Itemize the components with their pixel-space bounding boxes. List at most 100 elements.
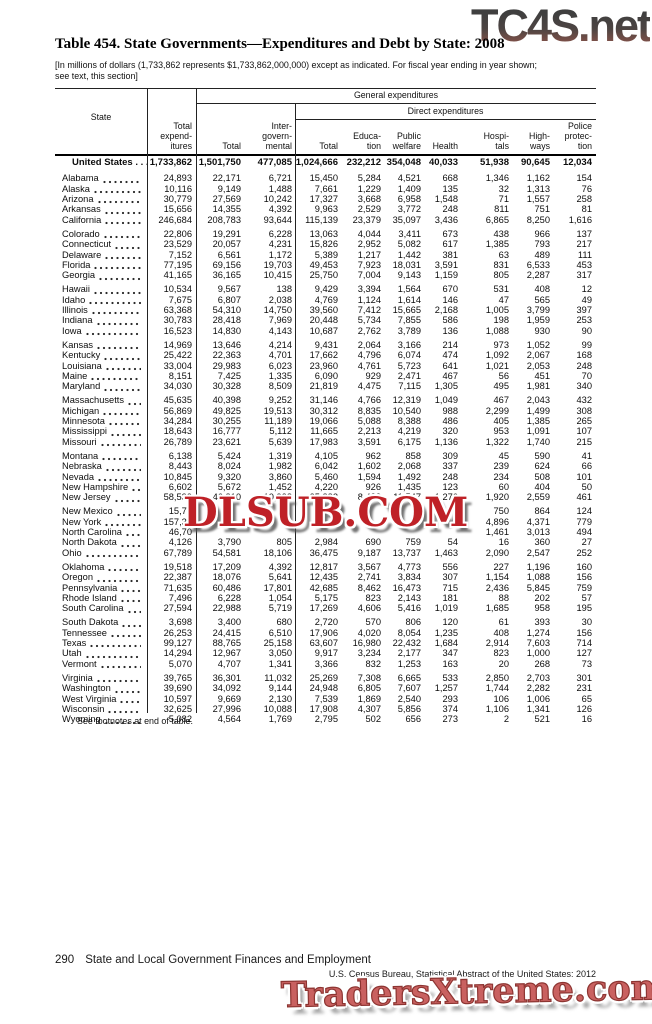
value-cell: 1,733,862 [149,157,192,168]
footer-section-title: State and Local Government Finances and … [85,954,371,966]
column-header-direct-total: Total [319,141,338,151]
table-row: Arkansas 15,656 14,355 4,392 9,963 2,529 3,772… [55,204,596,215]
value-cell: 308 [576,405,592,416]
value-cell: 6,175 [397,436,421,447]
state-name: Rhode Island [62,592,117,603]
value-cell: 2,068 [397,461,421,472]
value-cell: 7,115 [398,381,421,392]
value-cell: 70 [581,370,592,381]
column-header-public-welfare: Public welfare [392,131,421,151]
table-row: Alaska 10,116 9,149 1,488 7,661 1,229 1,409 135… [55,184,596,194]
value-cell: 690 [365,537,381,548]
value-cell: 486 [442,416,458,427]
dot-leader [85,551,141,559]
table-row: Kentucky 25,422 22,363 4,701 17,662 4,796 6,07… [55,350,596,361]
value-cell [384,527,424,537]
value-cell: 107 [576,426,592,437]
value-cell: 1,106 [485,703,509,714]
value-cell: 19,066 [309,416,338,427]
state-name: Vermont [62,658,97,669]
value-cell: 3,400 [217,617,241,628]
value-cell: 4,701 [268,350,292,361]
value-cell: 521 [534,714,550,725]
value-cell: 1,385 [526,416,550,427]
value-cell: 17,801 [263,582,292,593]
state-name: Pennsylvania [62,582,118,593]
note-line-2: see text, this section] [55,70,138,81]
table-row: Ohio 67,789 54,581 18,106 36,475 9,187 13,737 1… [55,547,596,559]
value-cell: 31,146 [309,395,338,406]
value-cell: 11,547 [393,492,421,503]
dot-leader [110,631,141,639]
state-name-cell: Texas [55,638,147,649]
value-cell: 36,475 [309,547,338,558]
value-cell: 7,152 [168,249,192,260]
value-cell: 9,963 [314,204,338,215]
value-cell: 32 [498,183,509,194]
value-cell: 1,092 [485,350,509,361]
value-cell: 51,938 [479,157,509,168]
state-name: Tennessee [62,627,107,638]
dot-leader [94,263,141,271]
value-cell: 7,923 [357,259,381,270]
value-cell: 1,452 [268,481,292,492]
value-cell: 7,425 [217,370,241,381]
state-name: Kentucky [62,350,101,361]
value-cell [244,506,295,516]
value-cell: 489 [534,249,550,260]
value-cell: 5,734 [357,315,381,326]
value-cell: 4,231 [268,239,292,250]
value-cell: 668 [442,173,458,184]
value-cell: 49,453 [309,259,338,270]
state-name-cell: Oklahoma [55,562,147,573]
value-cell: 680 [276,617,292,628]
value-cell: 779 [576,516,592,527]
state-name-cell: Georgia [55,270,147,281]
value-cell: 7,607 [397,683,421,694]
value-cell: 1,235 [434,627,458,638]
value-cell: 4,143 [268,325,292,336]
value-cell: 1,335 [268,370,292,381]
value-cell: 23,960 [309,360,338,371]
value-cell: 39,560 [309,305,338,316]
value-cell: 81 [581,204,592,215]
value-cell: 88 [498,592,509,603]
value-cell: 8,054 [397,627,421,638]
state-name-cell: North Carolina [55,527,147,538]
value-cell: 1,274 [526,627,550,638]
table-row: Mississippi 18,643 16,777 5,112 11,665 2,213 4… [55,426,596,437]
value-cell: 1,091 [526,426,550,437]
value-cell: 4,896 [485,516,509,527]
state-name-cell: Wisconsin [55,704,147,715]
dot-leader [97,575,141,583]
value-cell: 988 [442,405,458,416]
value-cell: 36,165 [212,270,241,281]
value-cell: 2,143 [397,592,421,603]
value-cell: 17,209 [212,561,241,572]
state-name-cell: Nebraska [55,461,147,472]
value-cell: 3,366 [314,658,338,669]
state-name: New Mexico [62,506,113,517]
state-name-cell: Virginia [55,672,147,684]
dot-leader [93,287,141,295]
value-cell: 1,616 [568,214,592,225]
value-cell: 1,614 [397,294,421,305]
dot-leader [132,485,141,493]
state-name-cell: Massachusetts [55,395,147,406]
state-name: California [62,214,102,225]
table-row: Georgia 41,165 36,165 10,415 25,750 7,004 9,14… [55,270,596,281]
table-row: Kansas 14,969 13,646 4,214 9,431 2,064 3,166 21… [55,340,596,351]
value-cell: 17,662 [309,350,338,361]
value-cell: 2,795 [314,714,338,725]
value-cell: 1,982 [268,461,292,472]
state-name: Virginia [62,672,93,683]
value-cell: 12 [581,284,592,295]
value-cell: 15,450 [309,173,338,184]
dot-leader [91,374,141,382]
value-cell: 135 [442,183,458,194]
value-cell: 25,750 [309,270,338,281]
value-cell: 508 [534,471,550,482]
table-row: Louisiana 33,004 29,983 6,023 23,960 4,761 5,7… [55,361,596,371]
value-cell: 16,777 [212,426,241,437]
value-cell: 360 [534,537,550,548]
